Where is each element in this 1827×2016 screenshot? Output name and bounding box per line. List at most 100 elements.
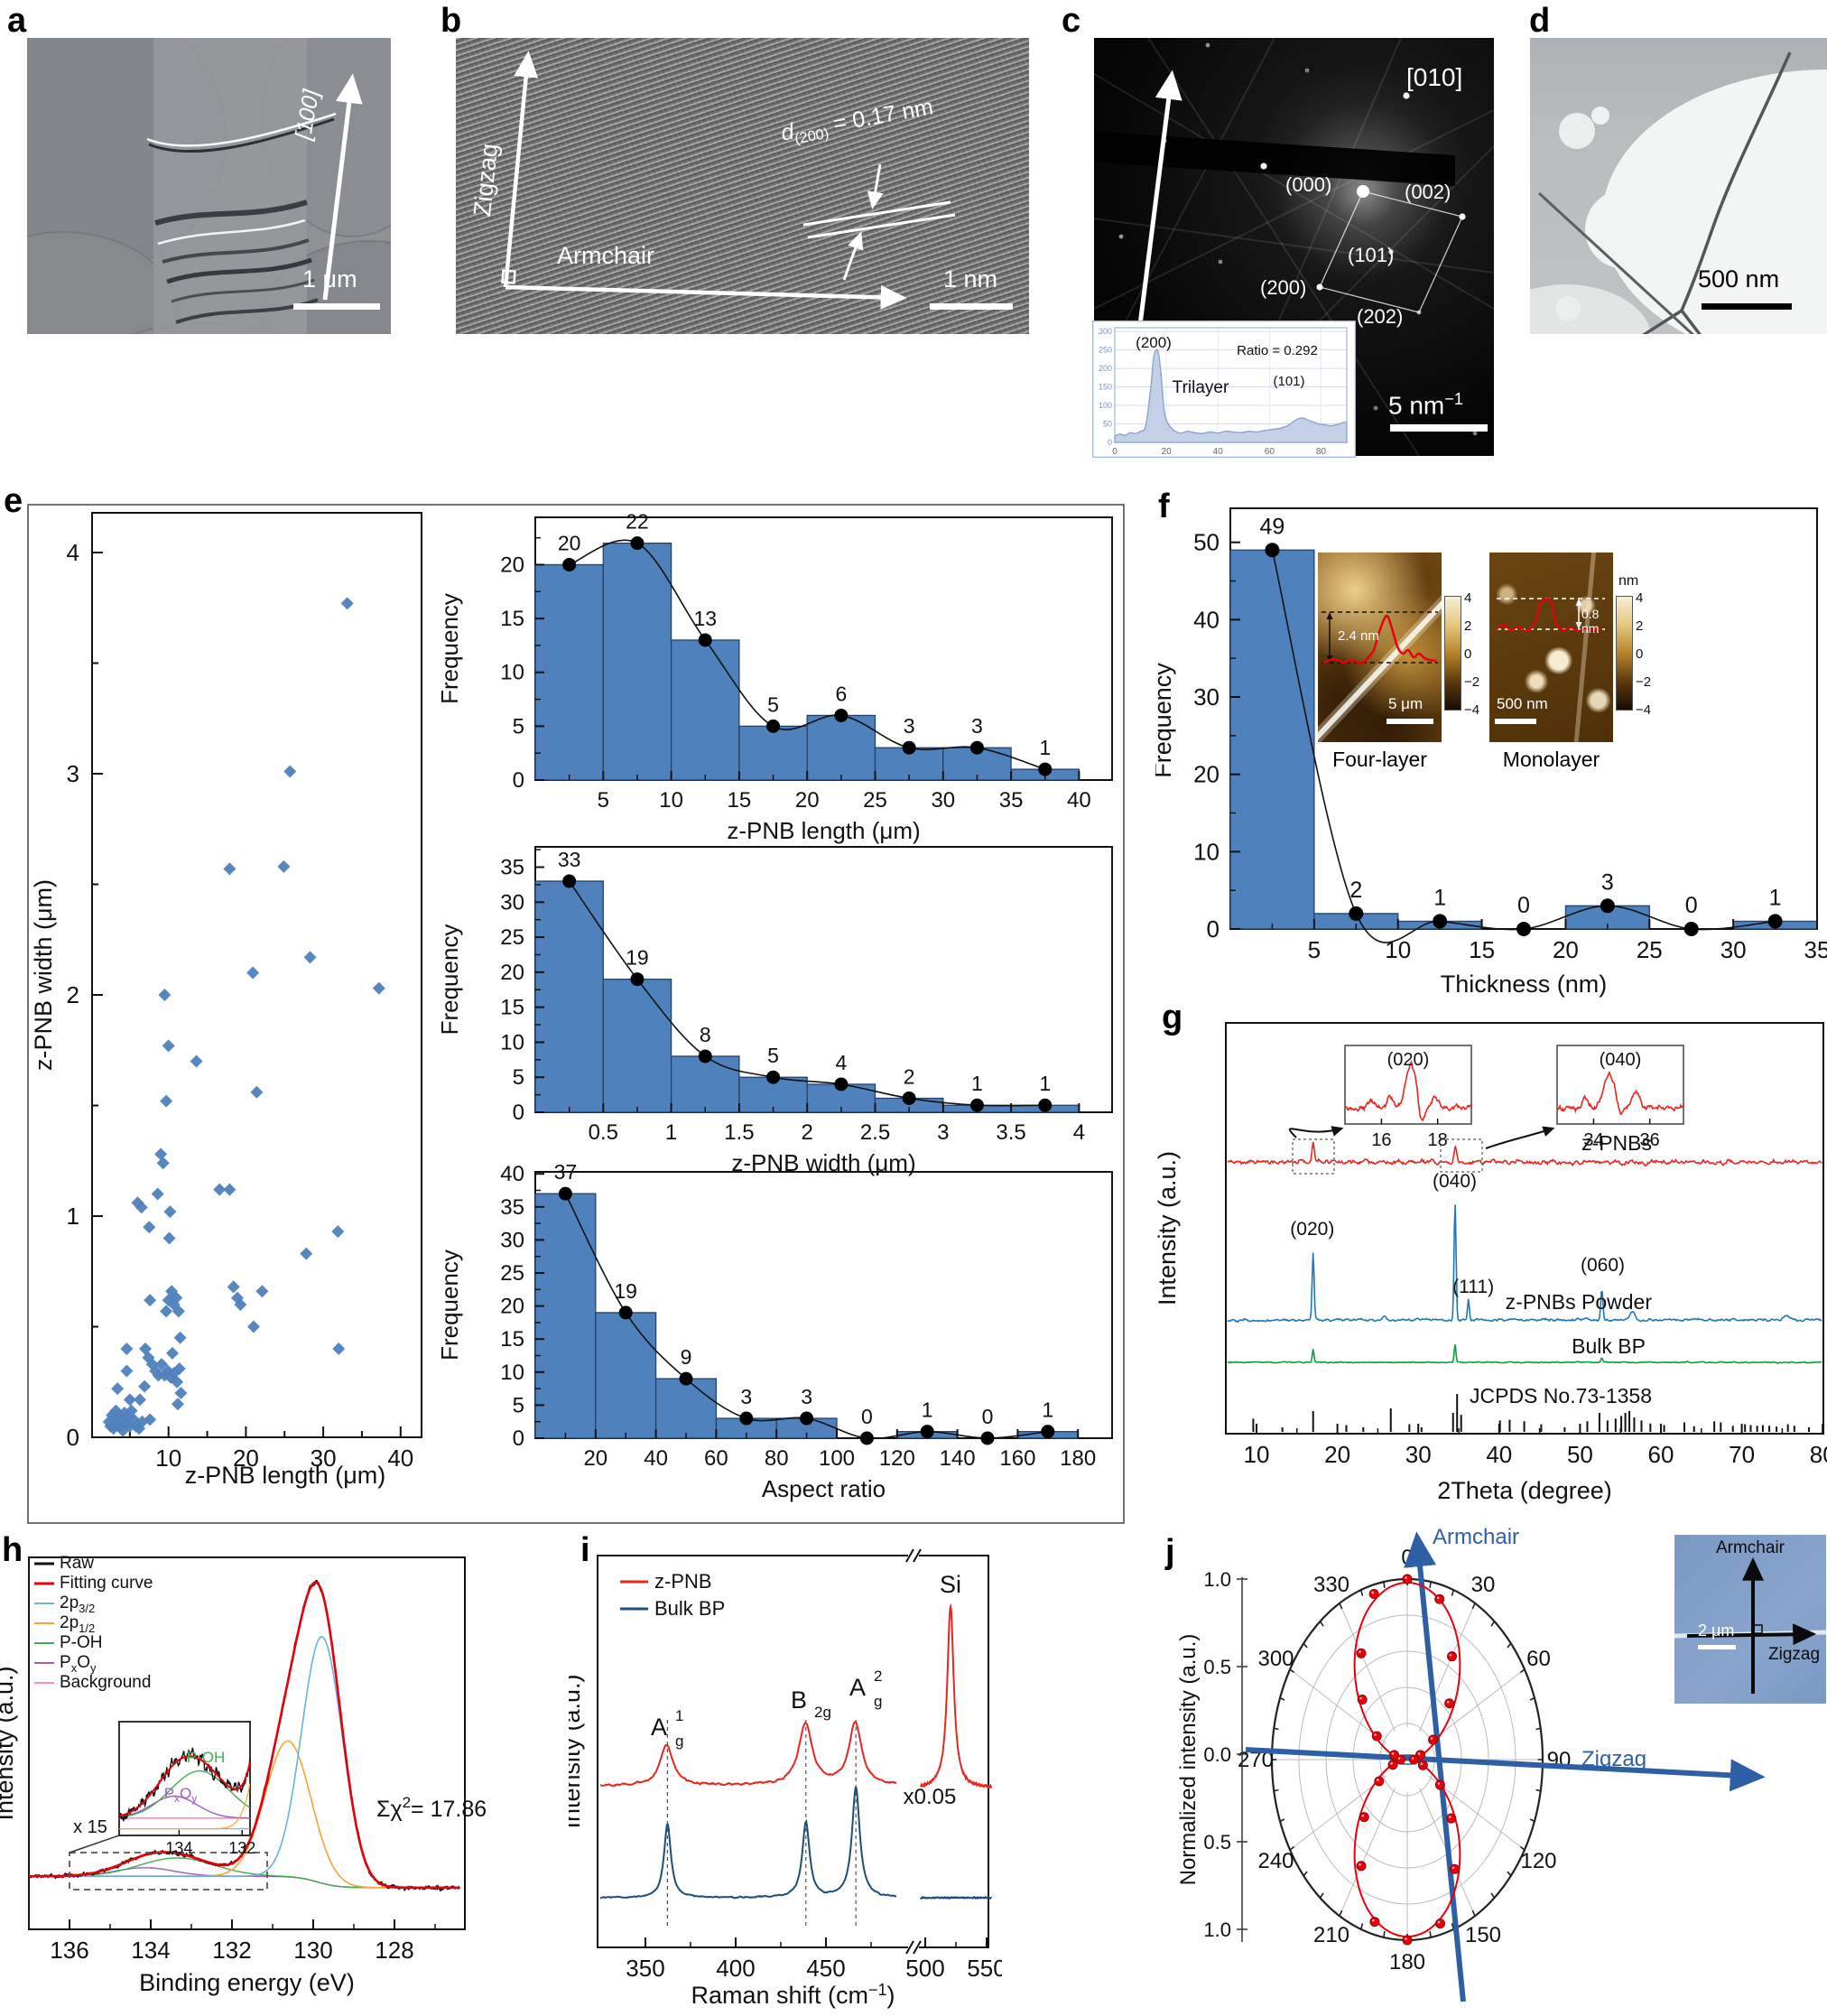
panel-f-histogram: 5 10 15 20 25 30 35 0 10 20 30 40 50 49 2 1 0 3 0 1 Thicknes… <box>1149 504 1827 999</box>
svg-text:5: 5 <box>598 788 609 813</box>
svg-text:3: 3 <box>67 760 79 787</box>
svg-text:10: 10 <box>1385 936 1411 963</box>
svg-text:0: 0 <box>513 1101 524 1125</box>
svg-text:Frequency: Frequency <box>436 924 463 1036</box>
svg-text:(111): (111) <box>1452 1277 1494 1297</box>
panel-e-charts: 10 20 30 40 0 1 2 3 4 z-PNB length (μm) z-PNB widt… <box>27 504 1126 1526</box>
svg-text:g: g <box>675 1733 683 1750</box>
panel-d-label: d <box>1529 2 1551 40</box>
svg-text:Binding energy (eV): Binding energy (eV) <box>139 1969 355 1996</box>
svg-text:13: 13 <box>693 607 717 630</box>
svg-text:300: 300 <box>1257 1647 1294 1671</box>
svg-text:25: 25 <box>500 1261 524 1286</box>
svg-text:(060): (060) <box>1581 1255 1625 1276</box>
svg-text:1: 1 <box>1039 736 1051 759</box>
panel-f-scale2-text: 500 nm <box>1497 695 1548 712</box>
svg-text:15: 15 <box>500 996 524 1020</box>
svg-text:2: 2 <box>1349 878 1362 903</box>
svg-text:2: 2 <box>874 1668 882 1685</box>
svg-text:1: 1 <box>1769 885 1782 910</box>
svg-text:300: 300 <box>1099 327 1112 336</box>
svg-text:60: 60 <box>704 1446 728 1471</box>
svg-text:Trilayer: Trilayer <box>1173 378 1229 397</box>
svg-text:50: 50 <box>1567 1441 1593 1468</box>
svg-text:Fitting curve: Fitting curve <box>60 1574 153 1593</box>
svg-text:z-PNBs Powder: z-PNBs Powder <box>1506 1290 1653 1314</box>
svg-text:40: 40 <box>1067 788 1091 813</box>
svg-text:JCPDS No.73-1358: JCPDS No.73-1358 <box>1470 1384 1652 1407</box>
svg-text:40: 40 <box>644 1446 668 1471</box>
svg-text:136: 136 <box>50 1937 88 1964</box>
svg-text:1: 1 <box>1433 885 1446 910</box>
svg-text:1: 1 <box>665 1120 677 1145</box>
svg-text:1.5: 1.5 <box>724 1120 754 1145</box>
panel-d-scale-text: 500 nm <box>1698 265 1780 293</box>
panel-b-armchair-label: Armchair <box>557 242 655 269</box>
panel-g-xrd-chart: 10 20 30 40 50 60 70 80 2Theta (degree) Intensity… <box>1154 1009 1827 1515</box>
svg-text:550: 550 <box>967 1955 1002 1982</box>
svg-text:20: 20 <box>1553 936 1579 963</box>
svg-text:3: 3 <box>801 1385 812 1408</box>
svg-text:30: 30 <box>1471 1573 1496 1597</box>
panel-f-colorbar-unit: nm <box>1618 573 1639 589</box>
svg-text:35: 35 <box>999 788 1024 813</box>
svg-text:3: 3 <box>937 1120 949 1145</box>
svg-text:20: 20 <box>500 1295 524 1319</box>
svg-text:z-PNBs: z-PNBs <box>1581 1131 1652 1155</box>
svg-text:40: 40 <box>387 1445 413 1472</box>
svg-text:A: A <box>849 1674 866 1701</box>
svg-text:1: 1 <box>67 1203 79 1230</box>
svg-text:0.5: 0.5 <box>589 1120 618 1145</box>
svg-text:50: 50 <box>1193 529 1220 556</box>
panel-d-tem-image: 500 nm <box>1530 38 1827 334</box>
panel-j-polar-chart: 0 30 60 90 120 150 180 210 240 270 300 330 1.0 0.5 0.0… <box>1173 1524 1827 2016</box>
svg-text:132: 132 <box>212 1937 251 1964</box>
svg-text:3: 3 <box>971 714 983 738</box>
svg-text:8: 8 <box>700 1023 711 1046</box>
svg-text:z-PNB: z-PNB <box>654 1570 712 1593</box>
svg-text:0: 0 <box>1112 447 1118 457</box>
svg-text:0.5: 0.5 <box>1203 1656 1231 1678</box>
svg-text:0: 0 <box>513 768 524 793</box>
svg-text:400: 400 <box>716 1955 755 1982</box>
svg-text:80: 80 <box>1810 1441 1827 1468</box>
svg-text:(040): (040) <box>1433 1171 1477 1192</box>
svg-text:2g: 2g <box>814 1704 831 1721</box>
svg-text:500: 500 <box>905 1955 944 1982</box>
svg-text:Thickness (nm): Thickness (nm) <box>1441 971 1608 998</box>
svg-text:60: 60 <box>1526 1647 1551 1671</box>
panel-f-afm-four-layer-image: 2.4 nm 5 μm <box>1318 553 1442 742</box>
panel-i-raman-chart: 350 400 450 500 550 Raman shift (cm−1) Intensi… <box>558 1535 1006 2016</box>
svg-text:Si: Si <box>940 1571 961 1598</box>
svg-text:Bulk BP: Bulk BP <box>654 1597 725 1620</box>
svg-text:2Theta (degree): 2Theta (degree) <box>1437 1477 1612 1504</box>
svg-text:x 15: x 15 <box>73 1817 107 1837</box>
svg-text:350: 350 <box>626 1955 664 1982</box>
svg-text:1: 1 <box>1039 1072 1051 1095</box>
svg-text:Intensity (a.u.): Intensity (a.u.) <box>0 1666 18 1820</box>
svg-text:20: 20 <box>1193 761 1220 788</box>
panel-f-scale1-text: 5 μm <box>1388 695 1424 712</box>
svg-text:22: 22 <box>626 510 649 534</box>
svg-text:0.5: 0.5 <box>1203 1831 1231 1853</box>
svg-text:330: 330 <box>1313 1573 1349 1597</box>
svg-text:180: 180 <box>1060 1446 1096 1471</box>
svg-text:10: 10 <box>155 1445 181 1472</box>
svg-text:0: 0 <box>1685 893 1698 918</box>
svg-text:80: 80 <box>765 1446 789 1471</box>
svg-text:Frequency: Frequency <box>436 1250 463 1361</box>
svg-text:Raman shift (cm−1): Raman shift (cm−1) <box>691 1981 895 2009</box>
panel-a-scale-bar <box>293 303 380 310</box>
svg-text:(020): (020) <box>1387 1050 1430 1070</box>
svg-text:10: 10 <box>1193 838 1220 865</box>
panel-f-scale2-bar <box>1495 719 1536 724</box>
svg-text:35: 35 <box>500 855 524 879</box>
svg-text:34: 34 <box>1583 1130 1603 1150</box>
svg-text:Intensity (a.u.): Intensity (a.u.) <box>569 1674 585 1828</box>
svg-text:0: 0 <box>67 1424 79 1451</box>
svg-text:40: 40 <box>1486 1441 1512 1468</box>
panel-b-scale-bar <box>930 303 1013 310</box>
panel-g-label: g <box>1162 999 1183 1036</box>
svg-text:(040): (040) <box>1600 1050 1642 1070</box>
panel-c-zone-axis-label: [010] <box>1406 63 1463 91</box>
